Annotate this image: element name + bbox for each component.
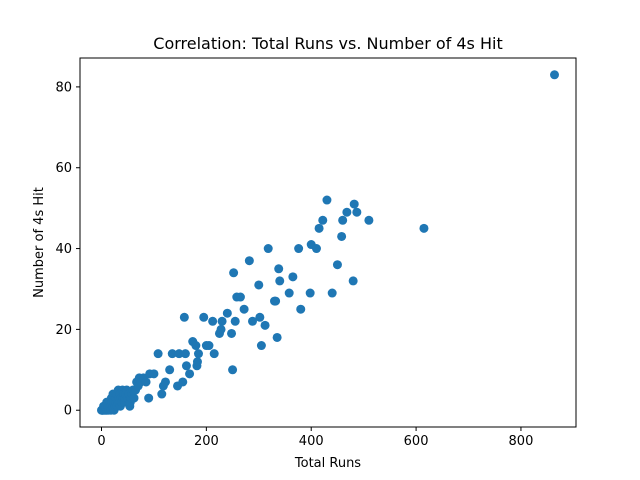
data-point-120 bbox=[327, 288, 337, 298]
data-point-99 bbox=[248, 316, 257, 326]
data-point-72 bbox=[178, 377, 188, 387]
data-point-80 bbox=[192, 357, 202, 367]
data-point-125 bbox=[348, 276, 358, 286]
data-point-107 bbox=[272, 332, 282, 342]
data-point-86 bbox=[209, 349, 219, 359]
x-tick-label: 600 bbox=[404, 434, 429, 449]
data-point-64 bbox=[153, 349, 163, 359]
data-point-122 bbox=[337, 231, 347, 241]
data-point-124 bbox=[342, 207, 352, 217]
data-point-81 bbox=[193, 349, 203, 359]
data-point-91 bbox=[227, 328, 237, 338]
data-point-113 bbox=[296, 304, 306, 314]
data-point-97 bbox=[239, 304, 249, 314]
data-point-53 bbox=[129, 393, 139, 403]
x-tick-label: 800 bbox=[509, 434, 534, 449]
data-point-69 bbox=[167, 349, 177, 359]
y-tick-label: 20 bbox=[55, 323, 72, 338]
data-point-89 bbox=[217, 316, 227, 326]
data-point-112 bbox=[294, 244, 304, 254]
data-point-129 bbox=[419, 223, 429, 233]
x-axis-title: Total Runs bbox=[294, 456, 361, 471]
data-point-85 bbox=[208, 316, 218, 326]
x-tick-label: 200 bbox=[194, 434, 219, 449]
data-point-67 bbox=[160, 377, 170, 387]
y-axis-title: Number of 4s Hit bbox=[32, 187, 47, 298]
data-point-92 bbox=[228, 365, 238, 375]
data-point-123 bbox=[338, 215, 348, 225]
data-point-109 bbox=[275, 276, 285, 286]
data-point-68 bbox=[165, 365, 175, 375]
x-tick-label: 400 bbox=[299, 434, 324, 449]
data-point-117 bbox=[314, 223, 324, 233]
data-point-90 bbox=[222, 308, 232, 318]
y-tick-label: 60 bbox=[55, 161, 72, 176]
y-tick-label: 80 bbox=[55, 80, 72, 95]
data-point-60 bbox=[141, 377, 151, 387]
data-point-74 bbox=[180, 349, 190, 359]
data-point-128 bbox=[364, 215, 374, 225]
data-point-61 bbox=[144, 393, 154, 403]
axis-ticks: 0 200 400 600 800 0 20 40 60 80 bbox=[55, 80, 533, 449]
data-point-73 bbox=[179, 312, 189, 322]
data-point-78 bbox=[191, 341, 201, 351]
plot-frame bbox=[79, 57, 577, 428]
data-point-110 bbox=[284, 288, 294, 298]
data-point-82 bbox=[199, 312, 209, 322]
data-point-76 bbox=[185, 369, 195, 379]
data-point-104 bbox=[263, 244, 273, 254]
data-point-98 bbox=[244, 256, 254, 266]
data-point-88 bbox=[216, 324, 226, 334]
data-point-75 bbox=[181, 361, 191, 371]
data-point-130 bbox=[550, 70, 559, 80]
data-point-108 bbox=[274, 264, 284, 274]
data-points bbox=[97, 70, 559, 415]
data-point-106 bbox=[271, 296, 281, 306]
data-point-116 bbox=[311, 244, 321, 254]
data-point-111 bbox=[288, 272, 298, 282]
chart-title: Correlation: Total Runs vs. Number of 4s… bbox=[153, 34, 502, 53]
data-point-65 bbox=[157, 389, 167, 399]
data-point-93 bbox=[229, 268, 239, 278]
data-point-100 bbox=[254, 280, 264, 290]
data-point-102 bbox=[256, 341, 266, 351]
data-point-94 bbox=[230, 316, 240, 326]
data-point-96 bbox=[235, 292, 245, 302]
data-point-84 bbox=[204, 341, 214, 351]
data-point-63 bbox=[149, 369, 159, 379]
data-point-103 bbox=[260, 320, 270, 330]
data-point-101 bbox=[255, 312, 265, 322]
data-point-127 bbox=[352, 207, 362, 217]
data-point-118 bbox=[318, 215, 328, 225]
data-point-114 bbox=[305, 288, 315, 298]
data-point-126 bbox=[349, 199, 359, 209]
data-point-121 bbox=[332, 260, 342, 270]
y-tick-label: 0 bbox=[64, 404, 72, 419]
data-point-71 bbox=[174, 349, 184, 359]
x-tick-label: 0 bbox=[97, 434, 105, 449]
data-point-119 bbox=[322, 195, 332, 205]
y-tick-label: 40 bbox=[55, 242, 72, 257]
